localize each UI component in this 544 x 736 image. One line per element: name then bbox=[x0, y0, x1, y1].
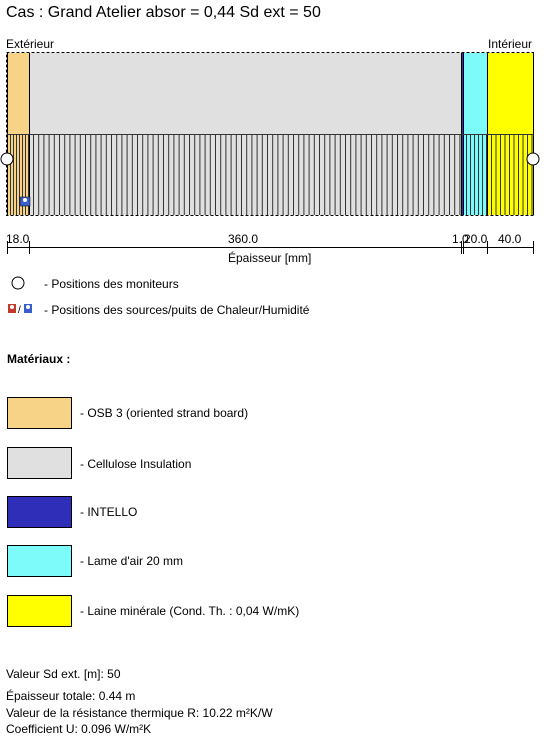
material-label-mineral-wool: - Laine minérale (Cond. Th. : 0,04 W/mK) bbox=[80, 604, 300, 618]
svg-text:/: / bbox=[18, 305, 21, 316]
exterior-label: Extérieur bbox=[6, 37, 55, 51]
interior-label: Intérieur bbox=[488, 37, 533, 51]
material-label-intello: - INTELLO bbox=[80, 505, 138, 519]
monitor-legend: - Positions des moniteurs bbox=[44, 277, 179, 291]
case-title: Cas : Grand Atelier absor = 0,44 Sd ext … bbox=[6, 4, 321, 21]
wall-section-diagram bbox=[0, 52, 540, 254]
sd-ext-value: Valeur Sd ext. [m]: 50 bbox=[6, 667, 121, 681]
u-value: Coefficient U: 0.096 W/m²K bbox=[6, 722, 152, 736]
mesh-grid bbox=[7, 134, 533, 215]
thickness-label-mineral-wool: 40.0 bbox=[498, 232, 522, 246]
monitor-icon bbox=[11, 276, 25, 290]
source-sink-icon bbox=[19, 196, 31, 207]
monitor-position-left bbox=[0, 152, 14, 166]
material-swatch-intello bbox=[7, 496, 72, 528]
thickness-label-air-gap: 20.0 bbox=[464, 232, 488, 246]
material-label-osb: - OSB 3 (oriented strand board) bbox=[80, 406, 249, 420]
thickness-label-cellulose: 360.0 bbox=[228, 232, 259, 246]
axis-ticks bbox=[7, 241, 534, 254]
material-swatch-osb bbox=[7, 397, 72, 429]
heat-moisture-source-icon: / bbox=[8, 304, 32, 316]
monitor-position-right bbox=[526, 152, 540, 166]
thickness-label-osb: 18.0 bbox=[6, 232, 30, 246]
material-swatch-cellulose bbox=[7, 447, 72, 479]
thermal-resistance: Valeur de la résistance thermique R: 10.… bbox=[6, 706, 273, 720]
thickness-label-intello: 1.0 bbox=[452, 232, 469, 246]
axis-label: Épaisseur [mm] bbox=[228, 251, 312, 265]
material-swatch-mineral-wool bbox=[7, 595, 72, 627]
material-label-air-gap: - Lame d'air 20 mm bbox=[80, 554, 183, 568]
materials-heading: Matériaux : bbox=[7, 352, 71, 366]
material-swatch-air-gap bbox=[7, 545, 72, 577]
source-legend: - Positions des sources/puits de Chaleur… bbox=[44, 303, 310, 317]
material-label-cellulose: - Cellulose Insulation bbox=[80, 457, 192, 471]
total-thickness: Épaisseur totale: 0.44 m bbox=[6, 689, 136, 703]
